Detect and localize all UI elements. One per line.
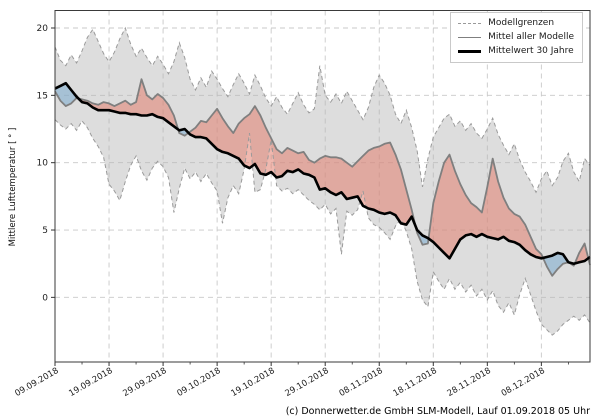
x-tick-label: 18.11.2018 <box>392 366 439 399</box>
above-climate-fill <box>78 79 179 130</box>
x-tick-label: 29.10.2018 <box>284 366 331 399</box>
chart-legend: Modellgrenzen Mittel aller Modelle Mitte… <box>450 12 583 63</box>
y-tick-label: 0 <box>42 293 48 303</box>
legend-item-model-mean: Mittel aller Modelle <box>458 32 574 43</box>
model-mean-line <box>54 78 591 277</box>
y-tick-label: 20 <box>37 24 49 34</box>
below-climate-fill <box>543 252 575 276</box>
gray-line-swatch <box>458 37 482 38</box>
legend-item-climate-mean: Mittelwert 30 Jahre <box>458 46 574 57</box>
x-tick-label: 29.09.2018 <box>121 366 168 399</box>
legend-label: Modellgrenzen <box>488 18 555 28</box>
x-tick-label: 09.09.2018 <box>13 366 60 399</box>
x-tick-label: 19.09.2018 <box>67 366 114 399</box>
y-tick-label: 5 <box>42 226 48 236</box>
plot-border <box>54 10 591 363</box>
x-tick-label: 28.11.2018 <box>446 366 493 399</box>
x-tick-label: 19.10.2018 <box>230 366 277 399</box>
y-tick-label: 15 <box>37 91 48 101</box>
x-tick-label: 08.11.2018 <box>338 366 385 399</box>
dashed-line-swatch <box>458 23 482 24</box>
legend-label: Mittel aller Modelle <box>488 32 574 42</box>
y-tick-label: 10 <box>37 159 49 169</box>
legend-item-model-range: Modellgrenzen <box>458 18 574 29</box>
lower-bound-line <box>54 119 591 336</box>
x-tick-label: 08.12.2018 <box>500 366 547 399</box>
climate-mean-line <box>54 81 591 265</box>
copyright-caption: (c) Donnerwetter.de GmbH SLM-Modell, Lau… <box>285 406 590 417</box>
y-axis-label: Mittlere Lufttemperatur [ ° ] <box>8 127 18 247</box>
legend-label: Mittelwert 30 Jahre <box>488 46 574 56</box>
black-line-swatch <box>458 50 482 53</box>
above-climate-fill <box>574 243 589 264</box>
x-tick-label: 09.10.2018 <box>175 366 222 399</box>
above-climate-fill <box>428 154 543 259</box>
